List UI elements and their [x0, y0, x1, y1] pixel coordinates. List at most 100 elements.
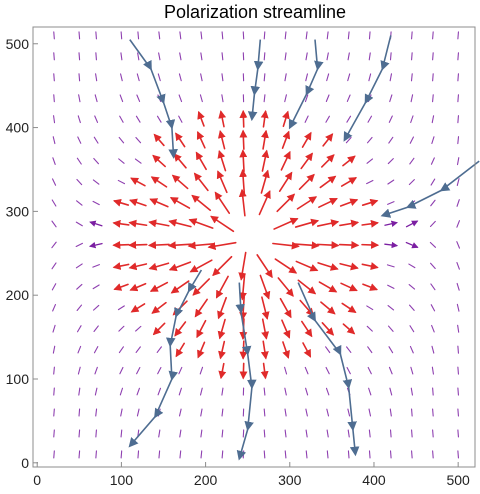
- field-vector: [95, 52, 97, 61]
- field-vector: [325, 94, 330, 103]
- field-vector: [78, 450, 81, 459]
- x-tick-label: 0: [33, 472, 41, 488]
- y-tick-label: 300: [6, 203, 30, 219]
- field-vector: [148, 262, 170, 271]
- field-vector: [457, 366, 459, 375]
- field-vector: [221, 408, 224, 417]
- field-vector: [386, 264, 395, 268]
- field-vector: [338, 241, 360, 250]
- field-vector: [326, 429, 329, 438]
- field-vector: [94, 366, 98, 375]
- field-vector: [51, 178, 57, 186]
- field-vector: [112, 262, 130, 270]
- field-vector: [347, 31, 350, 40]
- field-vector: [263, 408, 266, 417]
- field-vector: [456, 178, 460, 186]
- field-vector: [53, 94, 55, 103]
- field-vector: [388, 115, 393, 123]
- field-vector: [188, 218, 214, 229]
- field-vector: [347, 408, 351, 417]
- field-vector: [260, 109, 269, 128]
- field-vector: [128, 240, 148, 249]
- field-vector: [221, 450, 224, 459]
- field-vector: [53, 450, 55, 459]
- field-vector: [384, 220, 398, 227]
- field-vector: [95, 73, 98, 82]
- field-vector: [136, 73, 140, 82]
- field-vector: [305, 73, 309, 82]
- field-vector: [456, 157, 460, 166]
- field-vector: [194, 298, 208, 318]
- field-vector: [52, 345, 56, 354]
- field-vector: [410, 115, 414, 124]
- field-vector: [53, 429, 55, 438]
- field-vector: [387, 284, 395, 289]
- field-vector: [341, 302, 357, 313]
- field-vector: [92, 304, 100, 311]
- field-vector: [457, 345, 459, 354]
- field-vector: [408, 263, 416, 269]
- field-vector: [95, 31, 97, 40]
- field-vector: [200, 408, 203, 417]
- field-vector: [51, 283, 57, 291]
- field-vector: [325, 346, 331, 354]
- field-vector: [263, 450, 266, 459]
- field-vector: [129, 198, 147, 207]
- field-vector: [215, 275, 229, 299]
- field-vector: [409, 345, 414, 354]
- field-vector: [170, 280, 190, 294]
- field-vector: [456, 241, 461, 249]
- field-vector: [361, 219, 379, 228]
- field-vector: [361, 198, 379, 207]
- field-vector: [284, 408, 287, 417]
- x-tick-label: 100: [110, 472, 134, 488]
- field-vector: [200, 73, 203, 82]
- field-vector: [157, 366, 162, 375]
- field-vector: [158, 429, 161, 438]
- field-vector: [137, 450, 140, 459]
- field-vector: [239, 109, 248, 128]
- field-vector: [411, 31, 413, 40]
- field-vector: [92, 179, 100, 185]
- field-vector: [78, 387, 81, 396]
- field-vector: [95, 429, 97, 438]
- field-vector: [178, 73, 182, 82]
- field-vector: [120, 52, 123, 61]
- y-tick-label: 200: [6, 287, 30, 303]
- streamline-layer: [128, 35, 480, 461]
- field-vector: [342, 155, 356, 167]
- field-vector: [119, 115, 124, 123]
- field-vector: [77, 345, 82, 354]
- field-vector: [326, 73, 330, 82]
- field-vector: [346, 94, 351, 103]
- field-vector: [75, 263, 83, 269]
- field-vector: [368, 408, 372, 417]
- field-vector: [339, 198, 359, 207]
- field-vector: [430, 157, 435, 165]
- field-vector: [129, 282, 147, 292]
- field-vector: [366, 136, 373, 144]
- field-vector: [261, 296, 270, 320]
- field-vector: [281, 319, 291, 339]
- field-vector: [167, 241, 193, 250]
- field-vector: [431, 115, 435, 124]
- field-vector: [76, 325, 82, 333]
- field-vector: [430, 178, 436, 186]
- field-vector: [384, 241, 399, 249]
- field-vector: [221, 94, 224, 103]
- field-vector: [361, 262, 379, 271]
- plot-area: [51, 31, 461, 459]
- field-vector: [214, 191, 231, 215]
- field-vector: [457, 31, 459, 40]
- field-vector: [429, 241, 436, 248]
- field-vector: [409, 136, 415, 144]
- field-vector: [367, 115, 373, 123]
- field-vector: [52, 324, 56, 333]
- field-vector: [388, 136, 394, 144]
- streamline: [128, 269, 203, 448]
- field-vector: [432, 408, 434, 417]
- field-vector: [221, 52, 224, 61]
- field-vector: [408, 179, 415, 186]
- field-vector: [430, 304, 436, 312]
- field-vector: [367, 366, 372, 375]
